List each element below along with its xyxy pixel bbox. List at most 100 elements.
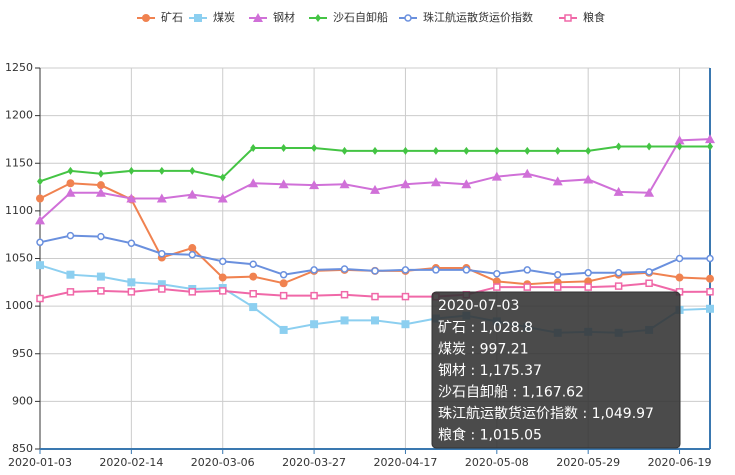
- tooltip-title: 2020-07-03: [438, 298, 519, 314]
- marker: [340, 290, 349, 299]
- marker: [493, 146, 500, 155]
- marker: [401, 320, 410, 329]
- marker: [158, 285, 166, 293]
- marker: [142, 14, 150, 22]
- marker: [706, 288, 714, 296]
- marker: [187, 189, 198, 199]
- marker: [462, 266, 471, 274]
- marker: [675, 254, 684, 263]
- legend-label: 粮食: [583, 10, 605, 24]
- marker: [36, 194, 44, 203]
- marker: [97, 169, 104, 178]
- marker: [219, 173, 226, 182]
- y-tick-label: 950: [12, 347, 33, 360]
- marker: [279, 279, 288, 288]
- marker: [310, 266, 318, 274]
- marker: [705, 134, 715, 144]
- y-tick-label: 900: [12, 394, 33, 407]
- marker: [554, 146, 561, 155]
- marker: [707, 142, 713, 151]
- marker: [35, 215, 45, 225]
- marker: [432, 146, 439, 155]
- marker: [126, 193, 137, 203]
- tooltip-value: 997.21: [480, 342, 529, 358]
- marker: [253, 13, 263, 22]
- marker: [706, 274, 714, 283]
- marker: [158, 249, 166, 258]
- marker: [128, 166, 135, 175]
- tooltip-box: [431, 291, 681, 449]
- marker: [37, 177, 43, 186]
- marker: [615, 142, 622, 151]
- marker: [97, 232, 105, 241]
- marker: [194, 14, 202, 22]
- legend-label: 矿石: [161, 11, 183, 24]
- marker: [706, 304, 714, 313]
- tooltip-sep: :: [466, 363, 480, 379]
- tooltip-sep: :: [466, 428, 480, 444]
- y-tick-label: 1150: [5, 156, 33, 169]
- marker: [522, 168, 533, 178]
- tooltip-sep: :: [466, 320, 480, 336]
- marker: [156, 193, 167, 203]
- legend-label: 沙石自卸船: [333, 10, 388, 24]
- tooltip-series: 钢材: [438, 363, 466, 379]
- marker: [96, 181, 105, 190]
- y-tick-label: 1100: [5, 204, 33, 217]
- marker: [401, 292, 410, 301]
- tooltip-value: 1,028.8: [480, 320, 533, 336]
- marker: [127, 288, 136, 296]
- y-tick-label: 1000: [5, 299, 33, 312]
- y-tick-label: 1200: [5, 109, 33, 122]
- marker: [279, 291, 288, 300]
- tooltip-value: 1,175.37: [480, 363, 542, 379]
- marker: [158, 166, 165, 175]
- marker: [67, 166, 74, 175]
- tooltip-series: 粮食: [438, 427, 466, 444]
- marker: [127, 278, 136, 287]
- marker: [36, 261, 44, 270]
- marker: [188, 244, 197, 253]
- marker: [280, 144, 287, 153]
- marker: [341, 146, 348, 155]
- marker: [370, 184, 380, 194]
- marker: [491, 171, 502, 181]
- marker: [371, 292, 379, 301]
- marker: [279, 325, 288, 334]
- marker: [614, 282, 623, 290]
- marker: [157, 280, 166, 289]
- tooltip-item: 钢材 : 1,175.37: [438, 363, 542, 379]
- y-tick-label: 850: [12, 442, 33, 455]
- legend-label: 煤炭: [213, 11, 235, 24]
- tooltip-item: 煤炭 : 997.21: [438, 342, 529, 358]
- marker: [553, 270, 562, 279]
- legend-item: 钢材: [249, 10, 295, 24]
- marker: [66, 288, 75, 296]
- y-tick-label: 1250: [5, 61, 33, 74]
- marker: [311, 144, 318, 153]
- marker: [310, 291, 318, 300]
- marker: [463, 146, 470, 155]
- marker: [66, 179, 75, 188]
- tooltip: 2020-07-03 矿石 : 1,028.8 煤炭 : 997.21 钢材 : 1,…: [431, 291, 681, 449]
- marker: [676, 142, 683, 151]
- marker: [404, 14, 412, 22]
- marker: [66, 231, 75, 240]
- marker: [279, 270, 288, 279]
- marker: [36, 238, 44, 247]
- tooltip-series: 煤炭: [438, 342, 466, 358]
- x-tick-label: 2020-03-27: [282, 456, 346, 469]
- marker: [674, 135, 685, 145]
- marker: [309, 180, 320, 190]
- marker: [523, 283, 532, 291]
- marker: [249, 303, 258, 312]
- marker: [315, 14, 321, 22]
- marker: [402, 146, 409, 155]
- legend-item: 珠江航运散货运价指数: [399, 10, 533, 24]
- marker: [217, 193, 228, 203]
- marker: [340, 316, 349, 325]
- marker: [249, 289, 257, 298]
- marker: [644, 187, 655, 197]
- marker: [340, 265, 349, 273]
